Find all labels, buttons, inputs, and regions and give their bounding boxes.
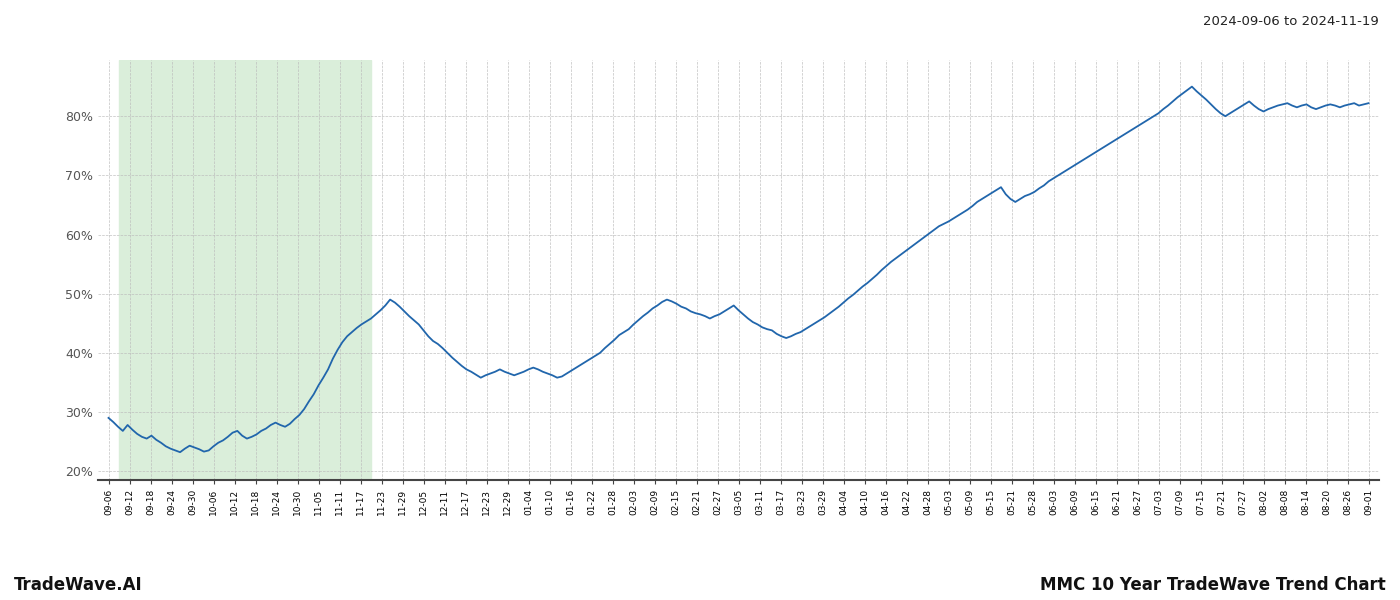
Bar	[119, 60, 371, 480]
Text: TradeWave.AI: TradeWave.AI	[14, 576, 143, 594]
Text: MMC 10 Year TradeWave Trend Chart: MMC 10 Year TradeWave Trend Chart	[1040, 576, 1386, 594]
Text: 2024-09-06 to 2024-11-19: 2024-09-06 to 2024-11-19	[1203, 15, 1379, 28]
